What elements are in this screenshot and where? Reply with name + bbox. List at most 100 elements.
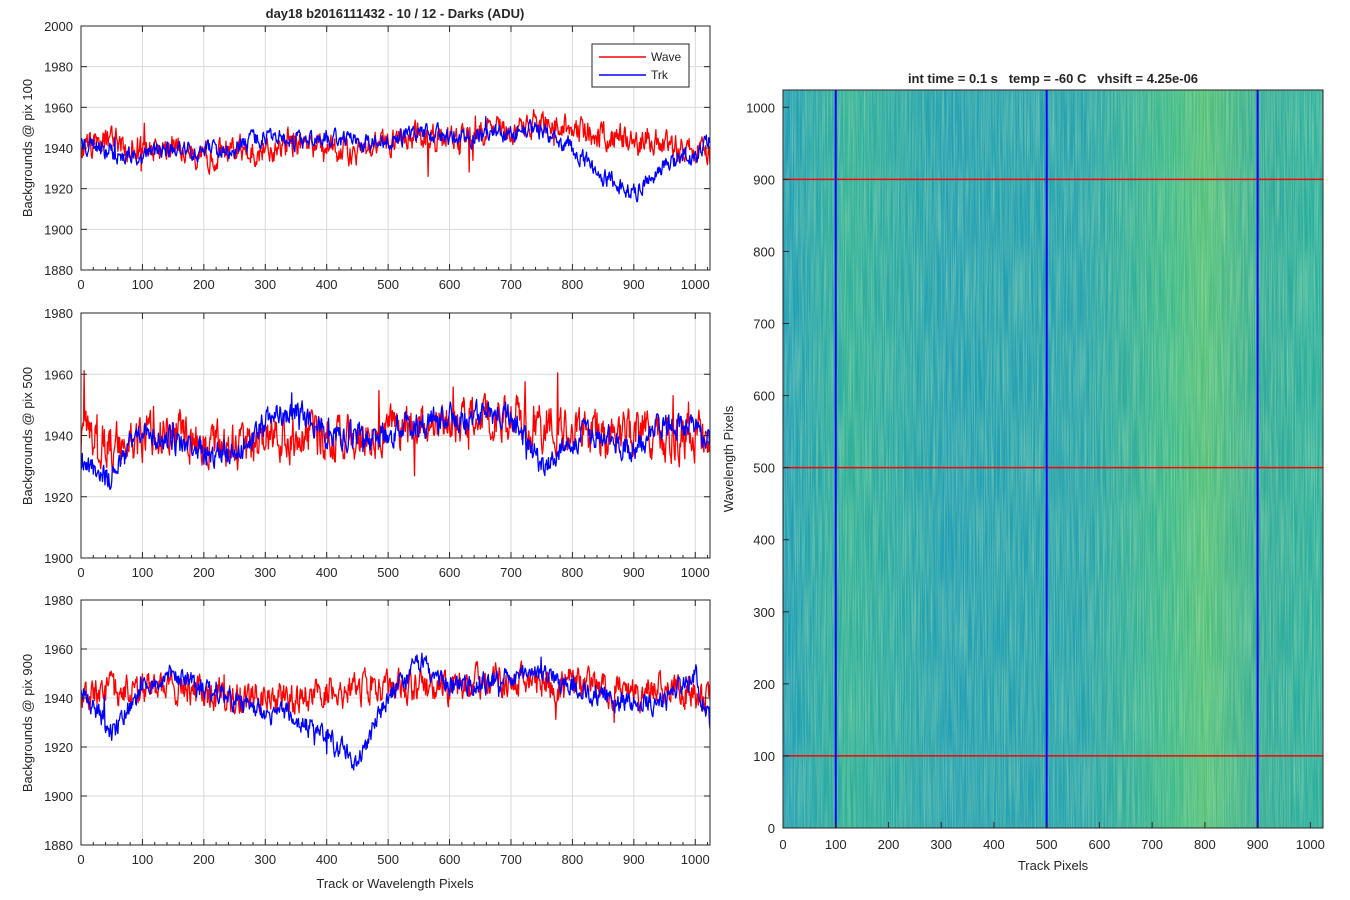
x-tick-label: 0 <box>77 852 84 867</box>
heatmap-x-tick-label: 900 <box>1247 837 1269 852</box>
heatmap-texture <box>783 90 1323 828</box>
heatmap-x-tick-label: 100 <box>825 837 847 852</box>
panel-pix-500-ylabel: Backgrounds @ pix 500 <box>20 367 35 505</box>
heatmap-y-tick-label: 900 <box>753 172 775 187</box>
figure-title: day18 b2016111432 - 10 / 12 - Darks (ADU… <box>266 6 525 21</box>
x-tick-label: 500 <box>377 852 399 867</box>
y-tick-label: 1940 <box>44 141 73 156</box>
x-tick-label: 300 <box>254 277 276 292</box>
series-group <box>81 652 710 771</box>
heatmap-x-tick-label: 300 <box>930 837 952 852</box>
series-line-wave <box>81 369 710 477</box>
panel-pix-900-xlabel: Track or Wavelength Pixels <box>316 876 474 891</box>
x-tick-label: 100 <box>132 565 154 580</box>
panel-pix-900: 0 100 200 300 400 500 600 700 800 900 1000 1880 1900… <box>44 593 711 867</box>
x-tick-label: 1000 <box>681 277 710 292</box>
panel-pix-100-ylabel: Backgrounds @ pix 100 <box>20 79 35 217</box>
y-tick-label: 1880 <box>44 838 73 853</box>
y-tick-label: 1900 <box>44 789 73 804</box>
x-tick-label: 400 <box>316 852 338 867</box>
x-tick-label: 700 <box>500 277 522 292</box>
heatmap-x-tick-label: 400 <box>983 837 1005 852</box>
y-tick-label: 1900 <box>44 222 73 237</box>
x-tick-label: 200 <box>193 852 215 867</box>
x-tick-label: 1000 <box>681 852 710 867</box>
heatmap-title: int time = 0.1 s temp = -60 C vhsift = 4… <box>908 71 1198 86</box>
heatmap-frame <box>782 89 1324 829</box>
y-tick-label: 1920 <box>44 182 73 197</box>
x-tick-label: 800 <box>562 852 584 867</box>
x-tick-label: 500 <box>377 565 399 580</box>
series-group <box>81 369 710 490</box>
heatmap-axes: 0 100 200 300 400 500 600 700 800 900 1000 0 100 200 3… <box>746 89 1325 852</box>
x-tick-label: 100 <box>132 277 154 292</box>
x-tick-label: 0 <box>77 565 84 580</box>
heatmap-overlays <box>783 90 1323 828</box>
x-tick-label: 800 <box>562 565 584 580</box>
y-tick-label: 1920 <box>44 490 73 505</box>
x-tick-label: 200 <box>193 565 215 580</box>
heatmap-y-tick-label: 600 <box>753 389 775 404</box>
x-tick-label: 700 <box>500 852 522 867</box>
x-tick-label: 900 <box>623 277 645 292</box>
heatmap-x-tick-label: 200 <box>878 837 900 852</box>
y-tick-label: 1960 <box>44 642 73 657</box>
heatmap-y-tick-label: 300 <box>753 605 775 620</box>
legend: Wave Trk <box>591 43 690 88</box>
heatmap-y-tick-label: 200 <box>753 677 775 692</box>
x-tick-label: 1000 <box>681 565 710 580</box>
legend-box <box>591 43 690 88</box>
y-tick-label: 1940 <box>44 429 73 444</box>
heatmap-x-tick-label: 600 <box>1089 837 1111 852</box>
x-tick-label: 200 <box>193 277 215 292</box>
legend-wave-label: Wave <box>651 50 682 64</box>
x-tick-label: 600 <box>439 565 461 580</box>
y-tick-label: 1980 <box>44 60 73 75</box>
x-tick-label: 600 <box>439 277 461 292</box>
x-tick-label: 500 <box>377 277 399 292</box>
series-line-trk <box>81 652 710 771</box>
heatmap-x-tick-label: 500 <box>1036 837 1058 852</box>
y-tick-label: 1920 <box>44 740 73 755</box>
heatmap-y-tick-label: 500 <box>753 461 775 476</box>
x-tick-label: 800 <box>562 277 584 292</box>
heatmap-x-tick-label: 0 <box>779 837 786 852</box>
y-tick-label: 1940 <box>44 691 73 706</box>
y-tick-label: 1960 <box>44 367 73 382</box>
series-group <box>81 108 710 203</box>
x-tick-label: 600 <box>439 852 461 867</box>
panel-pix-500: 0 100 200 300 400 500 600 700 800 900 1000 1900 1920… <box>44 306 711 580</box>
heatmap-y-tick-label: 800 <box>753 244 775 259</box>
heatmap-x-tick-label: 800 <box>1194 837 1216 852</box>
heatmap-xlabel: Track Pixels <box>1018 858 1089 873</box>
series-line-wave <box>81 660 710 724</box>
x-tick-label: 400 <box>316 565 338 580</box>
x-tick-label: 300 <box>254 565 276 580</box>
heatmap-y-tick-label: 700 <box>753 317 775 332</box>
x-tick-label: 0 <box>77 277 84 292</box>
heatmap-x-tick-label: 700 <box>1141 837 1163 852</box>
y-tick-label: 1900 <box>44 551 73 566</box>
heatmap <box>783 90 1323 828</box>
legend-trk-label: Trk <box>651 68 669 82</box>
heatmap-y-tick-label: 1000 <box>746 100 775 115</box>
y-tick-label: 1980 <box>44 306 73 321</box>
x-tick-label: 400 <box>316 277 338 292</box>
series-line-trk <box>81 115 710 203</box>
heatmap-y-tick-label: 100 <box>753 749 775 764</box>
axes-frame <box>80 599 711 846</box>
x-tick-label: 100 <box>132 852 154 867</box>
x-tick-label: 900 <box>623 565 645 580</box>
y-tick-label: 1960 <box>44 100 73 115</box>
x-tick-label: 900 <box>623 852 645 867</box>
plot-area <box>81 600 710 845</box>
x-tick-label: 700 <box>500 565 522 580</box>
heatmap-y-tick-label: 0 <box>768 821 775 836</box>
panel-pix-900-ylabel: Backgrounds @ pix 900 <box>20 654 35 792</box>
heatmap-y-tick-label: 400 <box>753 533 775 548</box>
y-tick-label: 1880 <box>44 263 73 278</box>
series-line-trk <box>81 392 710 490</box>
y-tick-label: 1980 <box>44 593 73 608</box>
heatmap-x-tick-label: 1000 <box>1296 837 1325 852</box>
